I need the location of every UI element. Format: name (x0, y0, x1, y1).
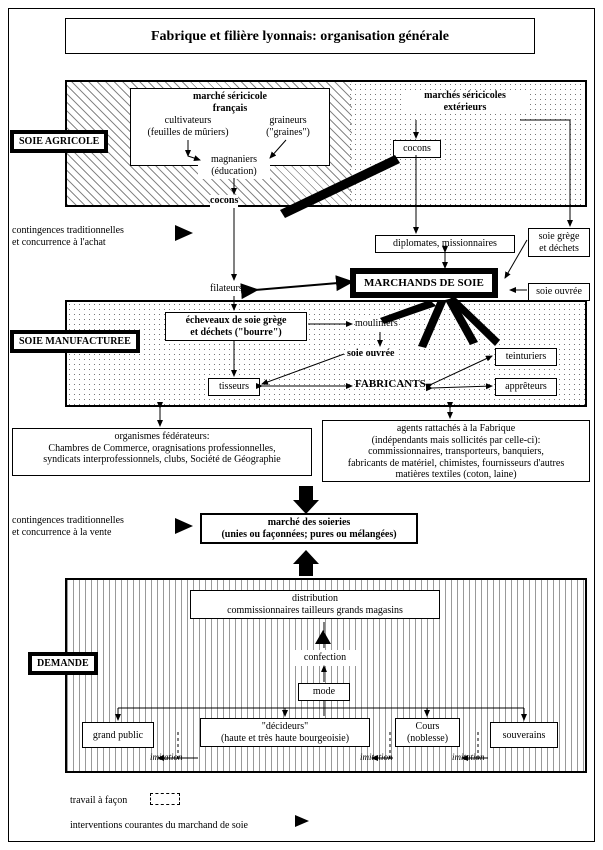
legend-dashed-icon (150, 793, 180, 805)
page-title: Fabrique et filière lyonnais: organisati… (65, 18, 535, 54)
filateurs: filateurs (210, 283, 243, 295)
note-vente: contingences traditionnelles et concurre… (12, 515, 124, 539)
arrow-confection-icon (315, 630, 331, 644)
cocons-ext: cocons (393, 140, 441, 158)
arrow-to-marche-icon (299, 486, 313, 502)
diplomates: diplomates, missionnaires (375, 235, 515, 253)
tag-demande: DEMANDE (28, 652, 98, 675)
grand-public: grand public (82, 722, 154, 748)
legend-travail: travail à façon (70, 795, 127, 806)
box-ext-market: marchés séricicoles extérieurs (400, 88, 530, 118)
graineurs: graineurs ("graines") (258, 115, 318, 138)
legend-interventions: interventions courantes du marchand de s… (70, 820, 248, 831)
decideurs: "décideurs" (haute et très haute bourgeo… (200, 718, 370, 747)
legend-arrow-icon (295, 815, 309, 827)
tag-manufacturee: SOIE MANUFACTUREE (10, 330, 140, 353)
magnaniers: magnaniers (éducation) (198, 152, 270, 179)
fabricants: FABRICANTS (355, 378, 426, 390)
arrow-from-demande-icon (299, 562, 313, 576)
souverains: souverains (490, 722, 558, 748)
confection: confection (290, 650, 360, 666)
agents-fabrique: agents rattachés à la Fabrique (indépend… (322, 420, 590, 482)
marche-soieries: marché des soieries (unies ou façonnées;… (200, 513, 418, 544)
cocons-fr: cocons (210, 195, 238, 207)
marchands-box: MARCHANDS DE SOIE (350, 268, 498, 298)
soie-ouvree-ext: soie ouvrée (528, 283, 590, 301)
tag-agricole: SOIE AGRICOLE (10, 130, 108, 153)
appreteurs: apprêteurs (495, 378, 557, 396)
mode: mode (298, 683, 350, 701)
soie-ouvree2: soie ouvrée (347, 348, 395, 360)
ext-title: marchés séricicoles extérieurs (403, 90, 527, 113)
tisseurs: tisseurs (208, 378, 260, 396)
echeveaux: écheveaux de soie grège et déchets ("bou… (165, 312, 307, 341)
arrow-achat-icon (175, 225, 193, 241)
imitation-3: imitation (452, 752, 485, 763)
soie-grege: soie grège et déchets (528, 228, 590, 257)
note-achat: contingences traditionnelles et concurre… (12, 225, 124, 249)
cours: Cours (noblesse) (395, 718, 460, 747)
teinturiers: teinturiers (495, 348, 557, 366)
mouliniers: mouliniers (355, 318, 398, 330)
arrow-vente-icon (175, 518, 193, 534)
cultivateurs: cultivateurs (feuilles de mûriers) (138, 115, 238, 138)
imitation-1: imitation (150, 752, 183, 763)
organismes-federateurs: organismes fédérateurs: Chambres de Comm… (12, 428, 312, 476)
fr-title: marché séricicole français (134, 91, 326, 114)
imitation-2: imitation (360, 752, 393, 763)
distribution: distribution commissionnaires tailleurs … (190, 590, 440, 619)
